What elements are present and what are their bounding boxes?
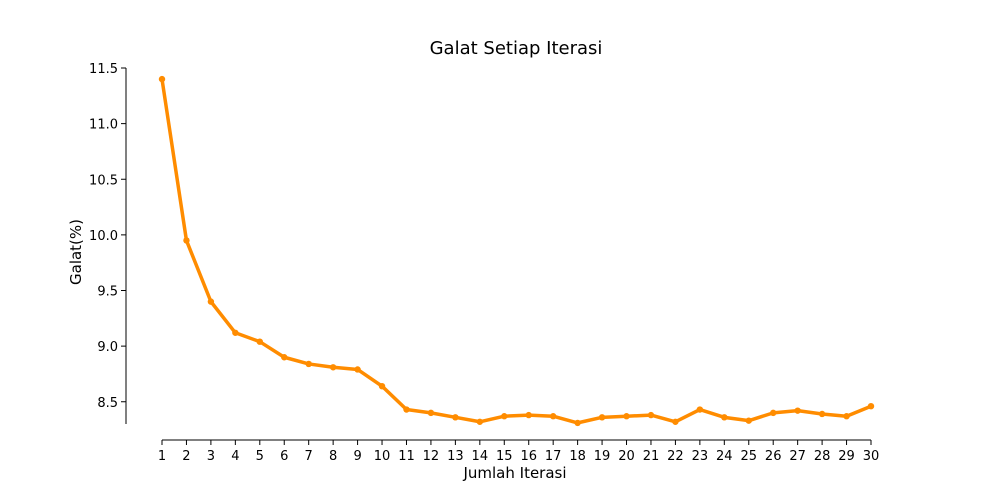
- data-point: [623, 413, 630, 420]
- y-tick-label: 9.5: [97, 285, 118, 300]
- x-tick-label: 25: [740, 449, 757, 464]
- data-point: [818, 410, 826, 418]
- data-point: [721, 414, 728, 421]
- data-point: [696, 406, 704, 413]
- x-tick-label: 9: [353, 449, 361, 464]
- data-point: [403, 406, 410, 413]
- x-tick-label: 17: [545, 449, 562, 464]
- data-point: [158, 75, 166, 83]
- data-point: [549, 413, 557, 420]
- x-axis: 1 2 3 4 5 6 7 8 9 10 11 12 13 14 15 16 17 18 19 20 21 22 23 24 2…: [158, 439, 880, 464]
- data-point: [305, 360, 312, 368]
- y-tick-label: 9.0: [97, 340, 118, 355]
- series-line: [160, 77, 873, 425]
- data-point: [794, 407, 801, 414]
- x-tick-label: 12: [423, 449, 440, 464]
- data-point: [770, 409, 777, 417]
- data-point: [647, 411, 655, 419]
- x-tick-label: 21: [643, 449, 660, 464]
- y-tick-label: 11.5: [89, 62, 118, 77]
- data-point: [525, 411, 532, 419]
- x-tick-label: 15: [496, 449, 513, 464]
- series-group: [158, 75, 875, 427]
- y-tick-label: 10.5: [89, 173, 118, 188]
- data-point: [598, 414, 606, 421]
- x-tick-label: 1: [158, 449, 166, 464]
- data-point: [574, 419, 581, 427]
- x-tick-label: 2: [182, 449, 190, 464]
- x-tick-label: 6: [280, 449, 288, 464]
- x-tick-label: 29: [838, 449, 855, 464]
- data-point: [232, 329, 239, 336]
- x-tick-label: 8: [329, 449, 337, 464]
- data-point: [207, 298, 215, 305]
- data-point: [256, 338, 263, 345]
- y-tick-label: 10.0: [89, 229, 118, 244]
- x-tick-label: 28: [814, 449, 831, 464]
- data-point: [501, 413, 508, 420]
- data-point: [427, 409, 435, 417]
- x-tick-label: 26: [765, 449, 782, 464]
- data-point: [354, 366, 361, 373]
- data-point: [281, 354, 288, 361]
- x-tick-label: 5: [256, 449, 264, 464]
- x-tick-label: 11: [398, 449, 415, 464]
- x-tick-label: 22: [667, 449, 684, 464]
- data-point: [843, 413, 850, 420]
- y-tick-label: 8.5: [97, 396, 118, 411]
- data-point: [329, 364, 337, 371]
- data-point: [867, 403, 875, 410]
- x-tick-label: 4: [231, 449, 239, 464]
- x-tick-label: 23: [692, 449, 709, 464]
- x-tick-label: 24: [716, 449, 733, 464]
- x-tick-label: 14: [472, 449, 489, 464]
- x-tick-label: 3: [207, 449, 215, 464]
- x-tick-label: 27: [789, 449, 806, 464]
- x-tick-label: 10: [374, 449, 391, 464]
- x-tick-label: 16: [520, 449, 537, 464]
- data-point: [378, 382, 386, 390]
- y-axis-title: Galat(%): [67, 219, 85, 285]
- data-point: [745, 417, 752, 424]
- y-axis: 8.5 9.0 9.5 10.0 10.5 11.0 11.5: [89, 62, 127, 424]
- data-point: [183, 237, 190, 244]
- data-point: [672, 418, 679, 425]
- x-tick-label: 20: [618, 449, 635, 464]
- x-axis-title: Jumlah Iterasi: [462, 464, 566, 482]
- data-point: [452, 414, 459, 421]
- x-tick-label: 19: [594, 449, 611, 464]
- x-tick-label: 7: [305, 449, 313, 464]
- y-tick-label: 11.0: [89, 118, 118, 133]
- x-tick-label: 18: [569, 449, 586, 464]
- data-point: [476, 418, 484, 425]
- x-tick-label: 30: [863, 449, 880, 464]
- chart-title: Galat Setiap Iterasi: [430, 38, 603, 59]
- x-tick-label: 13: [447, 449, 464, 464]
